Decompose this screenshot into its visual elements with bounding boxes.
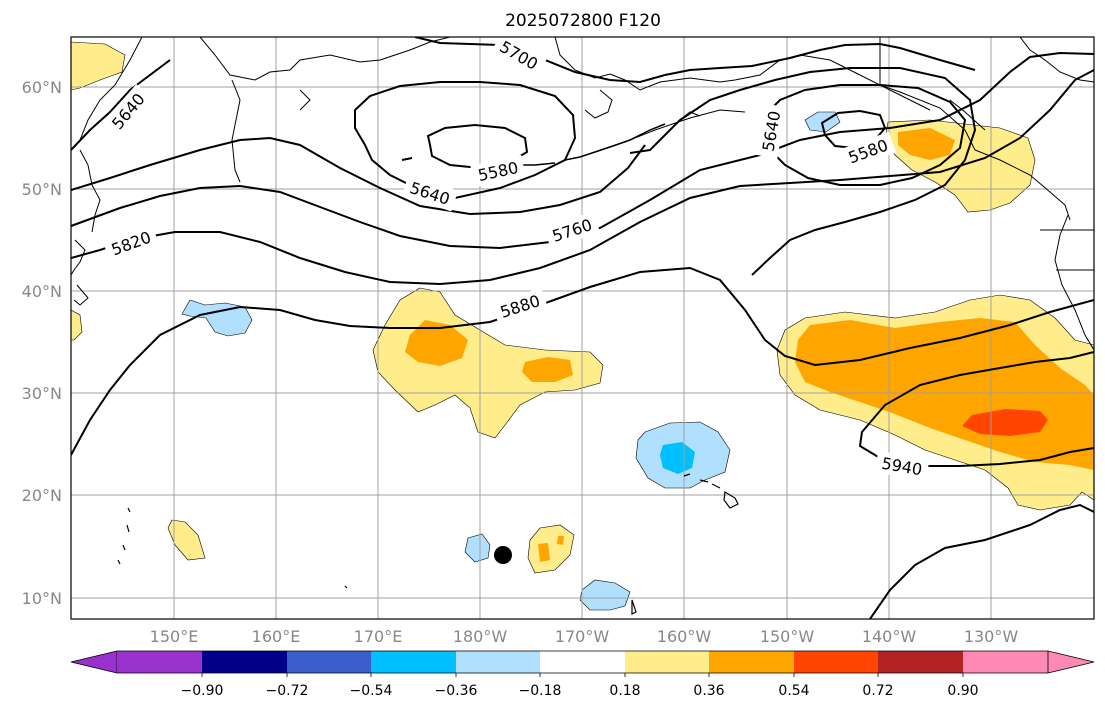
lon-label: 160°W — [657, 627, 712, 646]
latitude-labels: 60°N 50°N 40°N 30°N 20°N 10°N — [22, 78, 62, 608]
lon-label: 170°E — [354, 627, 403, 646]
lat-label: 60°N — [22, 78, 62, 97]
colorbar-tick-label: −0.54 — [350, 683, 393, 699]
colorbar-swatch — [371, 651, 456, 673]
colorbar-swatch — [794, 651, 879, 673]
lat-label: 10°N — [22, 589, 62, 608]
colorbar-swatch — [287, 651, 372, 673]
lon-label: 160°E — [252, 627, 301, 646]
colorbar-extend-low — [70, 650, 118, 674]
lat-label: 40°N — [22, 282, 62, 301]
colorbar-tick-label: 0.72 — [862, 683, 893, 699]
colorbar-swatch — [117, 651, 202, 673]
storm-position-marker — [494, 546, 512, 564]
colorbar-swatch — [878, 651, 963, 673]
colorbar-extend-high — [1047, 650, 1095, 674]
colorbar: −0.90 −0.72 −0.54 −0.36 −0.18 0.18 0.36 … — [70, 650, 1095, 699]
colorbar-tick-label: 0.90 — [947, 683, 978, 699]
colorbar-tick-label: 0.36 — [693, 683, 724, 699]
colorbar-swatch — [625, 651, 710, 673]
colorbar-tick-label: −0.72 — [266, 683, 309, 699]
colorbar-tick-label: −0.90 — [181, 683, 224, 699]
negative-anomaly-shading — [181, 111, 841, 611]
lon-label: 150°W — [760, 627, 815, 646]
colorbar-tick-label: −0.18 — [519, 683, 562, 699]
contour-labels: 5700 5640 5580 5640 5580 5640 5760 5820 … — [102, 37, 930, 482]
colorbar-tick-label: −0.36 — [435, 683, 478, 699]
longitude-labels: 150°E 160°E 170°E 180°W 170°W 160°W 150°… — [150, 627, 1019, 646]
colorbar-swatch — [202, 651, 287, 673]
lon-label: 180°W — [453, 627, 508, 646]
colorbar-swatch — [963, 651, 1048, 673]
map-frame — [70, 36, 1095, 620]
colorbar-swatch — [709, 651, 794, 673]
colorbar-swatch — [456, 651, 541, 673]
colorbar-swatch — [540, 651, 625, 673]
lon-label: 150°E — [150, 627, 199, 646]
lat-label: 30°N — [22, 384, 62, 403]
colorbar-tick-label: 0.18 — [609, 683, 640, 699]
figure-title: 2025072800 F120 — [505, 11, 661, 31]
lat-label: 20°N — [22, 486, 62, 505]
graticule — [71, 37, 1094, 619]
positive-anomaly-shading — [71, 41, 1094, 574]
colorbar-tick-label: 0.54 — [778, 683, 809, 699]
lon-label: 140°W — [862, 627, 917, 646]
lon-label: 130°W — [964, 627, 1019, 646]
lat-label: 50°N — [22, 180, 62, 199]
lon-label: 170°W — [555, 627, 610, 646]
